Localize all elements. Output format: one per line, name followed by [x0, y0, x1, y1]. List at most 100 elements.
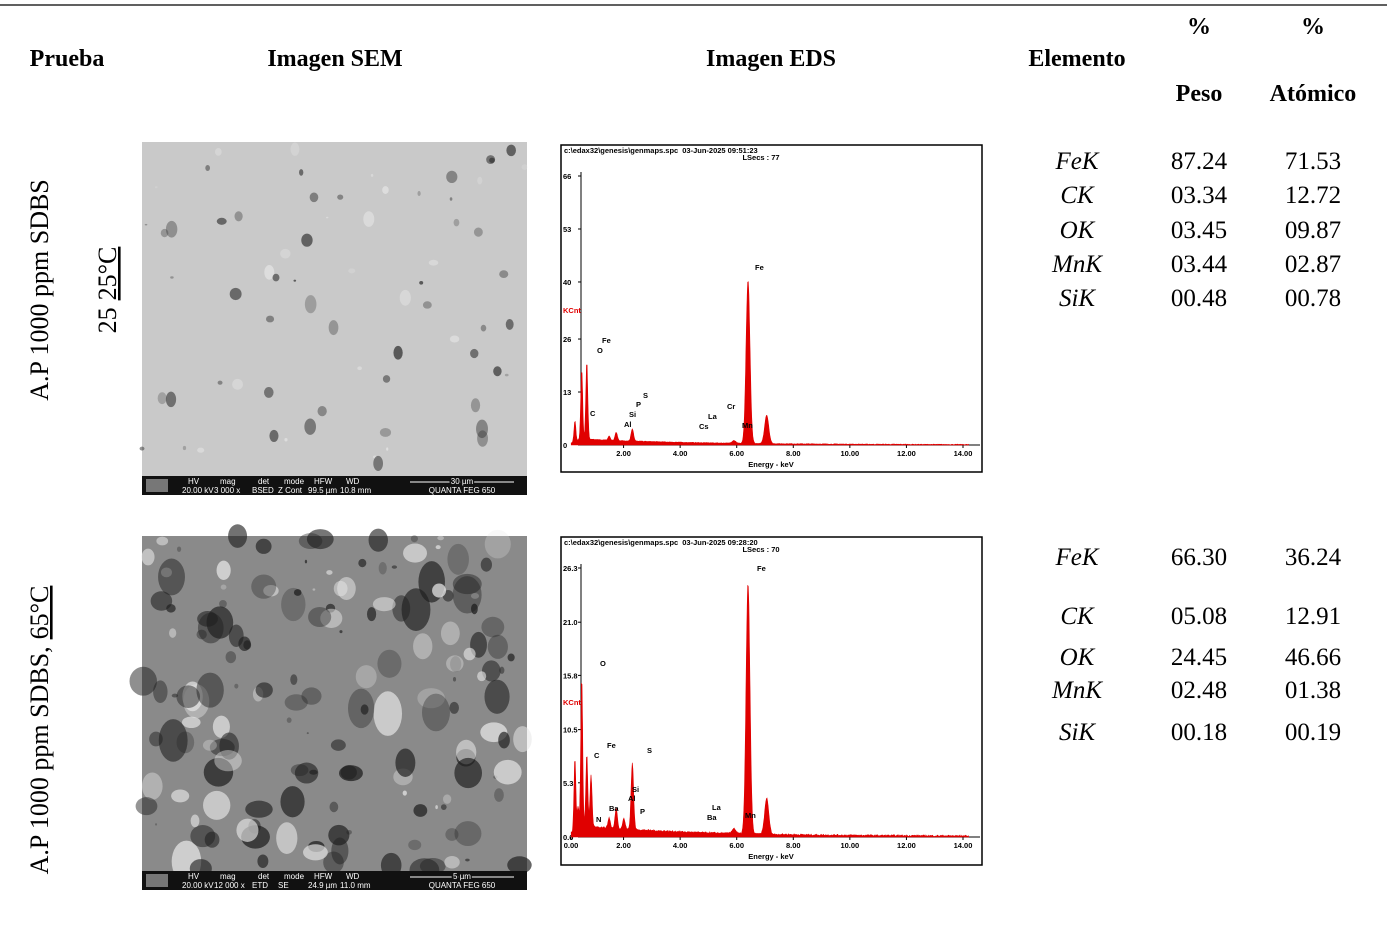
eds-peak-label: La: [708, 412, 718, 421]
sem-info-label: mag: [220, 477, 236, 486]
sem-texture: [145, 224, 148, 226]
sem-texture: [142, 549, 155, 566]
eds-x-tick-label: 10.00: [840, 449, 859, 458]
element: FeK: [1054, 148, 1099, 175]
sem-texture: [341, 765, 357, 779]
sem-texture: [280, 249, 290, 259]
sem-texture: [156, 537, 168, 546]
header-atomico-symbol: %: [1301, 14, 1325, 40]
test-label: A.P 1000 ppm SDBS, 65°C: [25, 586, 54, 875]
sem-texture: [499, 270, 508, 278]
sem-texture: [136, 797, 158, 815]
sem-texture: [214, 750, 242, 771]
sem-texture: [197, 448, 204, 453]
eds-y-tick-label: 66: [563, 172, 571, 181]
sem-texture: [307, 732, 309, 734]
sem-texture: [276, 822, 297, 854]
sem-info-value: 20.00 kV: [182, 486, 214, 495]
eds-peak-label: C: [594, 751, 600, 760]
eds-x-tick-label: 2.00: [616, 841, 631, 850]
sem-image: HV20.00 kVmag12 000 xdetETDmodeSEHFW24.9…: [130, 524, 532, 890]
sem-texture: [506, 319, 514, 330]
sem-texture: [170, 276, 174, 278]
eds-peak-label: Si: [629, 410, 636, 419]
sem-texture: [130, 667, 157, 696]
sem-texture: [450, 197, 453, 201]
eds-x-tick-label: 4.00: [673, 841, 688, 850]
sem-texture: [273, 274, 280, 282]
test-label-part: A.P 1000 ppm SDBS: [25, 179, 54, 401]
test-label-part: 65°C: [25, 586, 54, 640]
page: Prueba Imagen SEM Imagen EDS Elemento % …: [0, 0, 1387, 926]
sem-texture: [158, 392, 167, 404]
sem-texture: [481, 325, 487, 332]
eds-peak-label: Fe: [755, 263, 764, 272]
sem-scale-label: 30 µm: [451, 477, 474, 486]
sem-info-value: 11.0 mm: [340, 881, 371, 890]
sem-texture: [498, 732, 510, 749]
eds-y-tick-label: 13: [563, 388, 571, 397]
sem-texture: [183, 446, 186, 450]
sem-texture: [266, 316, 274, 323]
sem-texture: [395, 749, 415, 777]
eds-peak-label: O: [597, 346, 603, 355]
test-label-part: A.P 1000 ppm SDBS,: [25, 646, 54, 874]
sem-texture: [243, 640, 251, 649]
sem-texture: [226, 651, 236, 663]
sem-texture: [465, 859, 470, 862]
sem-texture: [432, 584, 446, 598]
sem-texture: [205, 165, 210, 171]
sem-info-label: det: [258, 872, 270, 881]
eds-header: c:\edax32\genesis\genmaps.spc03-Jun-2025…: [564, 538, 758, 547]
sem-texture: [217, 218, 227, 225]
test-label-part: 25: [93, 307, 122, 333]
sem-texture: [348, 268, 355, 273]
sem-texture: [294, 589, 302, 596]
sem-texture: [443, 794, 451, 804]
eds-peak-label: Al: [628, 794, 636, 803]
sem-texture: [235, 211, 243, 221]
sem-texture: [379, 562, 387, 575]
sem-texture: [408, 840, 421, 850]
atomico: 09.87: [1285, 217, 1341, 244]
eds-peak-label: Ba: [609, 804, 619, 813]
peso: 05.08: [1171, 603, 1227, 630]
peso: 87.24: [1171, 148, 1228, 175]
sem-texture: [392, 595, 410, 621]
test-label: 2525°C: [93, 247, 122, 334]
sem-texture: [506, 145, 516, 157]
sem-texture: [476, 420, 488, 439]
eds-peak-label: S: [643, 391, 648, 400]
eds-peak-label: O: [600, 659, 606, 668]
eds-peak-label: Fe: [757, 564, 766, 573]
element: SiK: [1059, 719, 1096, 746]
peso: 03.34: [1171, 182, 1228, 209]
sem-info-label: WD: [346, 477, 360, 486]
sem-background: [142, 142, 527, 495]
sem-info-value: 99.5 µm: [308, 486, 337, 495]
sem-texture: [256, 682, 273, 697]
sem-texture: [444, 856, 459, 869]
sem-texture: [499, 667, 504, 674]
sem-texture: [284, 438, 287, 441]
sem-texture: [229, 624, 244, 647]
sem-texture: [486, 155, 495, 164]
test-label: A.P 1000 ppm SDBS: [25, 179, 54, 401]
sem-info-value: SE: [278, 881, 289, 890]
sem-texture: [318, 406, 327, 416]
sem-texture: [383, 375, 390, 383]
element: CK: [1060, 603, 1095, 630]
sem-texture: [264, 387, 274, 398]
sem-texture: [373, 597, 396, 611]
sem-texture: [307, 529, 334, 549]
element: MnK: [1051, 677, 1103, 704]
sem-texture: [290, 674, 297, 685]
sem-texture: [392, 565, 397, 568]
atomico: 00.78: [1285, 285, 1341, 312]
sem-texture: [140, 447, 145, 451]
peso: 24.45: [1171, 644, 1227, 671]
sem-texture: [419, 281, 423, 285]
peso: 03.44: [1171, 251, 1228, 278]
sem-texture: [422, 694, 450, 732]
